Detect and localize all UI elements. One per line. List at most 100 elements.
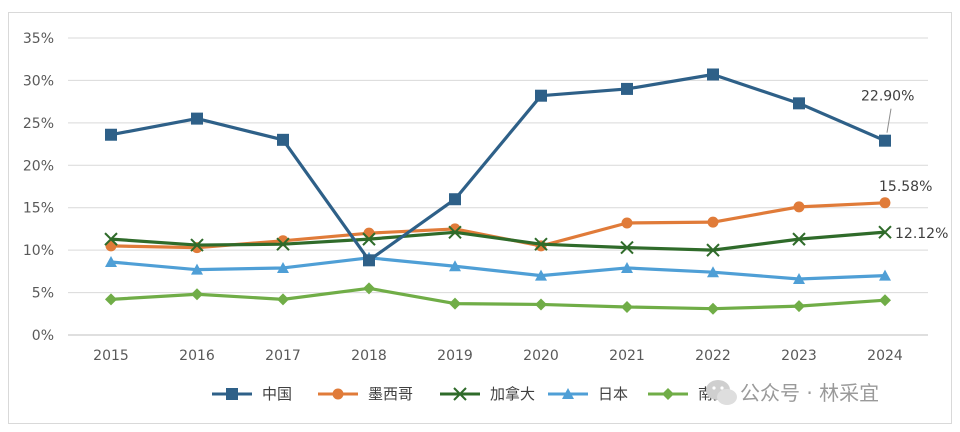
data-point <box>793 272 805 284</box>
data-point <box>453 387 467 401</box>
series-line <box>110 201 886 250</box>
data-point <box>277 261 289 273</box>
watermark-text: 公众号 · 林采宜 <box>740 381 879 405</box>
axes: 0% 5% 10% 15% 20% 25% 30% 35% 2015 2016 2017 2018 20… <box>23 31 928 364</box>
y-tick-label: 5% <box>32 286 54 302</box>
series-4 <box>105 282 891 315</box>
y-tick-label: 15% <box>23 201 54 217</box>
data-point <box>363 227 375 239</box>
data-point <box>363 282 375 295</box>
data-point <box>792 232 806 246</box>
y-tick-label: 30% <box>23 73 54 89</box>
data-point <box>104 232 118 246</box>
data-point-stroke <box>534 237 548 251</box>
data-label: 15.58% <box>879 179 932 195</box>
gridlines <box>68 37 928 294</box>
data-point-stroke <box>706 243 720 257</box>
y-tick-label: 25% <box>23 116 54 132</box>
data-point <box>449 297 461 310</box>
y-tick-label: 0% <box>32 328 54 344</box>
wechat-icon <box>706 380 737 405</box>
data-point <box>879 197 891 209</box>
data-point-stroke <box>190 238 204 252</box>
data-point <box>226 388 238 400</box>
data-point-stroke <box>792 232 806 246</box>
x-tick-label: 2017 <box>265 348 301 364</box>
series-line <box>110 72 886 262</box>
data-point-stroke <box>878 225 892 239</box>
data-point <box>191 263 203 275</box>
series-line <box>110 230 886 252</box>
x-tick-label: 2022 <box>695 348 731 364</box>
x-tick-label: 2024 <box>867 348 903 364</box>
data-point <box>793 201 805 213</box>
x-tick-label: 2016 <box>179 348 215 364</box>
data-point <box>105 293 117 306</box>
data-point <box>363 254 375 267</box>
data-point <box>448 225 462 240</box>
x-tick-label: 2015 <box>93 348 129 364</box>
data-label: 22.90% <box>861 89 914 105</box>
data-point <box>277 293 289 306</box>
series-0 <box>105 68 891 267</box>
data-point-stroke <box>448 225 462 240</box>
legend-item: 日本 <box>548 385 628 403</box>
series-line <box>110 256 886 281</box>
data-point <box>621 261 633 273</box>
data-labels: 22.90% 15.58% 12.12% <box>861 89 948 242</box>
x-tick-label: 2019 <box>437 348 473 364</box>
data-point <box>534 237 548 251</box>
data-point <box>535 298 547 311</box>
legend-item: 中国 <box>212 385 292 403</box>
data-point <box>535 269 547 281</box>
data-point <box>332 388 344 400</box>
y-tick-label: 20% <box>23 158 54 174</box>
data-label-leader <box>886 108 892 133</box>
data-point <box>277 133 289 146</box>
data-point <box>793 300 805 313</box>
data-point <box>449 260 461 272</box>
data-point <box>793 97 805 110</box>
data-label: 12.12% <box>895 226 948 242</box>
data-point-stroke <box>620 240 634 255</box>
data-point <box>706 243 720 257</box>
series-3 <box>105 251 891 284</box>
data-point <box>662 388 674 400</box>
data-point <box>191 288 203 301</box>
data-point <box>535 89 547 102</box>
data-point <box>105 256 117 268</box>
x-tick-label: 2023 <box>781 348 817 364</box>
series-lines <box>104 68 892 315</box>
data-point <box>878 225 892 239</box>
y-tick-label: 35% <box>23 31 54 47</box>
data-point <box>621 300 633 313</box>
legend: 中国墨西哥加拿大日本南美 <box>212 385 728 403</box>
legend-label: 加拿大 <box>490 385 535 403</box>
data-point <box>620 240 634 255</box>
data-point <box>621 217 633 229</box>
data-point <box>707 216 719 228</box>
data-point <box>879 269 891 281</box>
data-point <box>276 237 290 251</box>
legend-label: 中国 <box>262 385 292 403</box>
data-point <box>562 388 574 399</box>
legend-label: 日本 <box>598 385 628 403</box>
x-tick-label: 2021 <box>609 348 645 364</box>
legend-item: 墨西哥 <box>318 385 413 403</box>
data-point-stroke <box>104 232 118 246</box>
data-point <box>707 68 719 81</box>
legend-item: 加拿大 <box>440 385 535 403</box>
data-point <box>105 128 117 141</box>
x-tick-label: 2018 <box>351 348 387 364</box>
data-point-stroke <box>362 232 376 246</box>
data-point <box>879 134 891 147</box>
data-point <box>707 302 719 315</box>
watermark: 公众号 · 林采宜 <box>706 380 879 405</box>
x-tick-label: 2020 <box>523 348 559 364</box>
data-point <box>191 112 203 125</box>
data-point <box>190 238 204 252</box>
series-2 <box>104 225 892 257</box>
y-tick-label: 10% <box>23 243 54 259</box>
data-point <box>707 266 719 278</box>
